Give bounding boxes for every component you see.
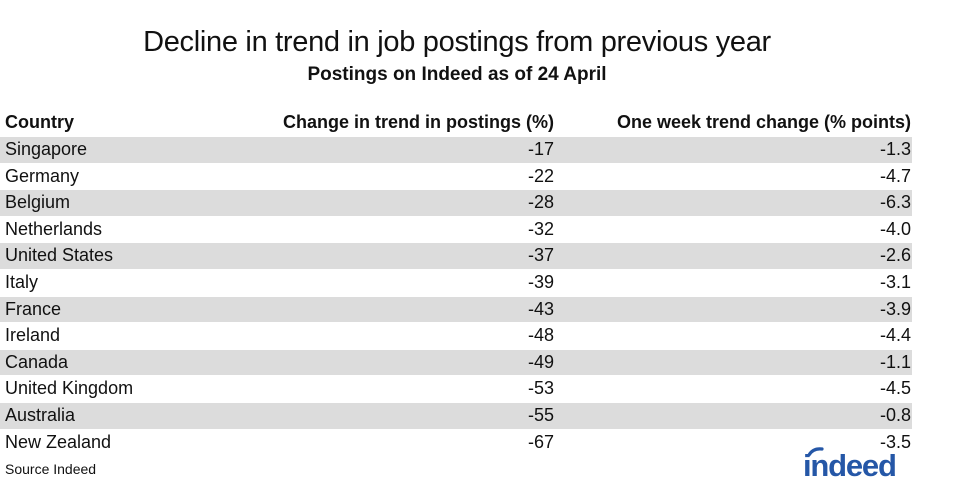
cell-country: Germany xyxy=(0,162,230,190)
cell-change: -37 xyxy=(230,242,555,270)
cell-change: -17 xyxy=(230,136,555,164)
table-header-row: Country Change in trend in postings (%) … xyxy=(0,109,912,137)
cell-week-change: -0.8 xyxy=(555,401,912,430)
chart-title: Decline in trend in job postings from pr… xyxy=(143,26,771,58)
cell-week-change: -4.7 xyxy=(555,162,912,190)
table-row: Italy -39 -3.1 xyxy=(0,268,912,297)
cell-country: Singapore xyxy=(0,136,230,164)
cell-week-change: -1.1 xyxy=(555,348,912,376)
cell-change: -39 xyxy=(230,268,555,297)
cell-change: -48 xyxy=(230,322,555,350)
cell-country: New Zealand xyxy=(0,428,230,456)
cell-week-change: -3.1 xyxy=(555,268,912,297)
cell-country: Australia xyxy=(0,401,230,430)
cell-week-change: -3.5 xyxy=(555,428,912,456)
table-row: Germany -22 -4.7 xyxy=(0,162,912,190)
column-header-country: Country xyxy=(5,111,74,132)
cell-week-change: -1.3 xyxy=(555,136,912,164)
cell-country: United States xyxy=(0,242,230,270)
data-table: Country Change in trend in postings (%) … xyxy=(0,109,912,456)
table-row: Ireland -48 -4.4 xyxy=(0,322,912,350)
cell-week-change: -4.0 xyxy=(555,215,912,243)
cell-change: -43 xyxy=(230,295,555,323)
cell-country: Canada xyxy=(0,348,230,376)
cell-change: -32 xyxy=(230,215,555,243)
table-row: Netherlands -32 -4.0 xyxy=(0,215,912,243)
cell-country: Netherlands xyxy=(0,215,230,243)
column-header-change: Change in trend in postings (%) xyxy=(283,111,554,132)
table-row: Belgium -28 -6.3 xyxy=(0,189,912,217)
cell-week-change: -4.4 xyxy=(555,322,912,350)
cell-change: -22 xyxy=(230,162,555,190)
cell-country: United Kingdom xyxy=(0,375,230,403)
table-row: United Kingdom -53 -4.5 xyxy=(0,375,912,403)
cell-country: Belgium xyxy=(0,189,230,217)
table-row: Australia -55 -0.8 xyxy=(0,401,912,430)
indeed-logo: indeed xyxy=(803,447,897,482)
table-row: Singapore -17 -1.3 xyxy=(0,136,912,164)
table-row: Canada -49 -1.1 xyxy=(0,348,912,376)
cell-change: -28 xyxy=(230,189,555,217)
cell-week-change: -2.6 xyxy=(555,242,912,270)
cell-change: -67 xyxy=(230,428,555,456)
cell-change: -49 xyxy=(230,348,555,376)
cell-country: Ireland xyxy=(0,322,230,350)
table-row: United States -37 -2.6 xyxy=(0,242,912,270)
cell-change: -55 xyxy=(230,401,555,430)
cell-country: France xyxy=(0,295,230,323)
cell-week-change: -3.9 xyxy=(555,295,912,323)
table-body: Singapore -17 -1.3 Germany -22 -4.7 Belgium -28… xyxy=(0,136,912,456)
cell-country: Italy xyxy=(0,268,230,297)
cell-week-change: -4.5 xyxy=(555,375,912,403)
indeed-logo-text: indeed xyxy=(803,448,896,482)
column-header-week-change: One week trend change (% points) xyxy=(616,111,911,132)
table-row: New Zealand -67 -3.5 xyxy=(0,428,912,456)
cell-change: -53 xyxy=(230,375,555,403)
chart-subtitle: Postings on Indeed as of 24 April xyxy=(307,64,607,85)
source-note: Source Indeed xyxy=(5,461,97,477)
table-row: France -43 -3.9 xyxy=(0,295,912,323)
cell-week-change: -6.3 xyxy=(555,189,912,217)
